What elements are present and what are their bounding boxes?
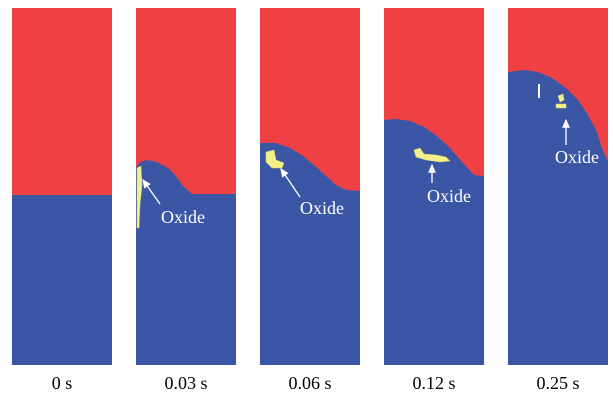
panel: Oxide 0.03 s [136, 8, 236, 393]
oxide-gap [538, 84, 540, 98]
figure: 0 s Oxide 0.03 s Oxide 0.06 s Oxide 0.12… [0, 0, 613, 400]
time-label: 0.03 s [164, 373, 207, 393]
oxide [556, 104, 566, 108]
panel: 0 s [12, 8, 112, 393]
time-label: 0.12 s [412, 373, 455, 393]
panel: Oxide 0.12 s [384, 8, 484, 393]
time-label: 0 s [52, 373, 73, 393]
panel: Oxide 0.06 s [260, 8, 360, 393]
oxide-label: Oxide [161, 207, 205, 227]
gas-region [12, 8, 112, 195]
panel: Oxide 0.25 s [508, 8, 608, 393]
oxide-label: Oxide [427, 186, 471, 206]
time-label: 0.25 s [536, 373, 579, 393]
oxide-label: Oxide [555, 147, 599, 167]
time-label: 0.06 s [288, 373, 331, 393]
oxide-label: Oxide [300, 198, 344, 218]
